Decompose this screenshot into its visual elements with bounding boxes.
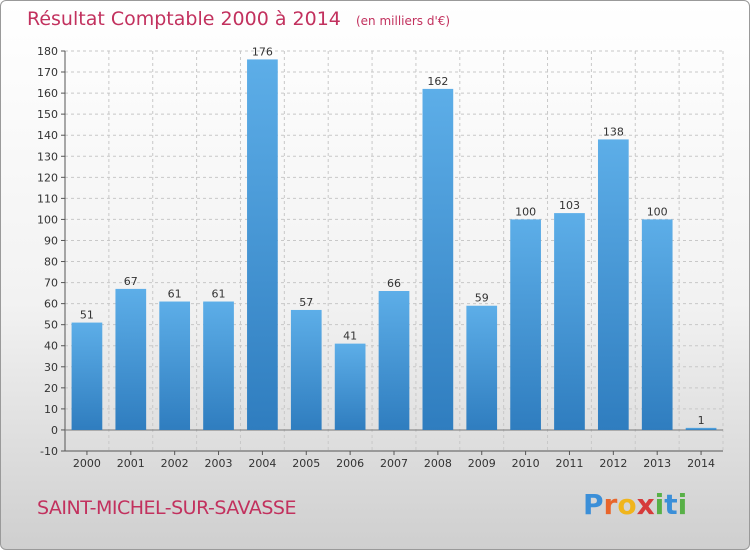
- value-label: 67: [124, 275, 138, 288]
- x-tick-label: 2011: [555, 457, 583, 470]
- y-tick-label: 60: [44, 298, 58, 311]
- y-tick-label: 70: [44, 277, 58, 290]
- y-tick-label: 40: [44, 340, 58, 353]
- value-label: 103: [559, 199, 580, 212]
- value-label: 100: [647, 205, 668, 218]
- y-tick-label: 80: [44, 256, 58, 269]
- x-tick-label: 2007: [380, 457, 408, 470]
- bar: [378, 291, 410, 430]
- commune-name: SAINT-MICHEL-SUR-SAVASSE: [37, 497, 296, 519]
- value-label: 41: [343, 330, 357, 343]
- brand-letter: o: [617, 488, 637, 521]
- value-label: 66: [387, 277, 401, 290]
- bar: [554, 213, 585, 430]
- value-label: 138: [603, 125, 624, 138]
- value-label: 57: [299, 296, 313, 309]
- bar: [290, 309, 322, 430]
- bar: [115, 288, 147, 430]
- y-tick-label: 110: [37, 192, 58, 205]
- chart-subtitle: (en milliers d'€): [355, 14, 451, 28]
- bar: [641, 219, 673, 430]
- x-tick-label: 2014: [687, 457, 715, 470]
- x-tick-label: 2005: [292, 457, 320, 470]
- bar: [422, 88, 454, 430]
- value-label: 176: [252, 45, 273, 58]
- labels: -10 0 10 20 30 40 50 60 70 80 90 100 110 120 130 140 150…: [37, 45, 715, 470]
- brand-letter: P: [583, 488, 604, 521]
- y-tick-label: 170: [37, 66, 58, 79]
- chart-title: Résultat Comptable 2000 à 2014: [27, 8, 341, 30]
- brand-letter: t: [664, 488, 678, 521]
- bar: [203, 301, 234, 430]
- bar: [334, 343, 366, 430]
- bar: [597, 139, 629, 430]
- x-tick-label: 2000: [73, 457, 101, 470]
- value-label: 1: [698, 414, 705, 427]
- y-tick-label: 90: [44, 234, 58, 247]
- y-tick-label: 10: [44, 403, 58, 416]
- bar: [466, 305, 498, 430]
- bars: [71, 59, 717, 430]
- value-label: 51: [80, 309, 94, 322]
- y-tick-label: 160: [37, 87, 58, 100]
- proxiti-logo: Proxiti: [583, 488, 687, 521]
- x-tick-label: 2004: [248, 457, 276, 470]
- brand-letter: i: [654, 488, 665, 521]
- y-tick-label: 150: [37, 108, 58, 121]
- x-tick-label: 2013: [643, 457, 671, 470]
- y-tick-label: 120: [37, 171, 58, 184]
- y-tick-label: 130: [37, 150, 58, 163]
- y-tick-label: 140: [37, 129, 58, 142]
- x-tick-label: 2001: [117, 457, 145, 470]
- value-label: 61: [212, 288, 226, 301]
- x-tick-label: 2008: [424, 457, 452, 470]
- y-tick-label: 0: [51, 424, 58, 437]
- x-tick-label: 2003: [205, 457, 233, 470]
- value-label: 100: [515, 205, 536, 218]
- value-label: 59: [475, 292, 489, 305]
- value-label: 61: [168, 288, 182, 301]
- value-label: 162: [427, 75, 448, 88]
- x-tick-label: 2002: [161, 457, 189, 470]
- bar: [247, 59, 278, 430]
- x-tick-label: 2009: [468, 457, 496, 470]
- brand-letter: r: [603, 488, 618, 521]
- x-tick-label: 2010: [512, 457, 540, 470]
- x-tick-label: 2006: [336, 457, 364, 470]
- bar: [510, 219, 541, 430]
- y-tick-label: 100: [37, 213, 58, 226]
- brand-letter: x: [636, 488, 655, 521]
- x-tick-label: 2012: [599, 457, 627, 470]
- y-tick-label: 180: [37, 45, 58, 58]
- bar: [159, 301, 191, 430]
- y-tick-label: 20: [44, 382, 58, 395]
- y-tick-label: 30: [44, 361, 58, 374]
- bar: [685, 427, 717, 430]
- y-tick-label: -10: [40, 445, 58, 458]
- title-row: Résultat Comptable 2000 à 2014 (en milli…: [27, 8, 450, 30]
- y-tick-label: 50: [44, 319, 58, 332]
- brand-letter: i: [677, 488, 688, 521]
- bar: [71, 322, 103, 430]
